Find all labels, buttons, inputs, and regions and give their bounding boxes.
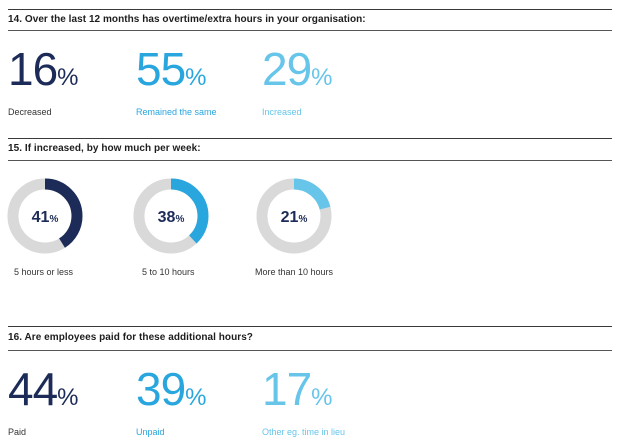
donut-charts: 41% 38% 21% xyxy=(7,178,332,254)
stat-unit: % xyxy=(311,384,332,411)
stat-value: 44 xyxy=(8,363,58,415)
stat-decreased: 16% Decreased xyxy=(8,43,79,117)
donut-value-label: 21% xyxy=(281,209,308,226)
section-14-title: 14. Over the last 12 months has overtime… xyxy=(8,14,366,25)
stat-label: Remained the same xyxy=(136,107,217,117)
stat-unit: % xyxy=(57,384,78,411)
stat-value: 17 xyxy=(262,363,312,415)
stat-unit: % xyxy=(57,64,78,91)
stat-value: 16 xyxy=(8,43,58,95)
donut-segment xyxy=(7,178,83,254)
stat-unit: % xyxy=(185,384,206,411)
stat-value: 39 xyxy=(136,363,186,415)
section-15-title: 15. If increased, by how much per week: xyxy=(8,143,201,154)
donut-caption: 5 to 10 hours xyxy=(142,267,195,277)
section-16-title-rule xyxy=(8,350,612,351)
stat-label: Other eg. time in lieu xyxy=(262,427,346,437)
stat-paid: 44% Paid xyxy=(8,363,79,437)
section-14-top-rule xyxy=(8,9,612,10)
donut-segment xyxy=(133,178,209,254)
donut-caption: 5 hours or less xyxy=(14,267,74,277)
stat-value: 29 xyxy=(262,43,312,95)
stat-label: Increased xyxy=(262,107,302,117)
stat-remained-same: 55% Remained the same xyxy=(136,46,217,117)
donut-caption: More than 10 hours xyxy=(255,267,334,277)
donut-segment xyxy=(256,178,332,254)
stat-unit: % xyxy=(311,64,332,91)
stat-label: Unpaid xyxy=(136,427,165,437)
donut-value-label: 41% xyxy=(32,209,59,226)
stat-label: Decreased xyxy=(8,107,52,117)
stat-unit: % xyxy=(185,64,206,91)
section-15-title-rule xyxy=(8,160,612,161)
section-14-title-rule xyxy=(8,30,612,31)
stat-value: 55 xyxy=(136,43,186,95)
donut-value-label: 38% xyxy=(158,209,185,226)
stat-other: 17% Other eg. time in lieu xyxy=(262,366,345,437)
stat-label: Paid xyxy=(8,427,27,437)
section-16-title: 16. Are employees paid for these additio… xyxy=(8,332,253,343)
stat-increased: 29% Increased xyxy=(262,43,333,117)
stat-unpaid: 39% Unpaid xyxy=(136,363,207,437)
section-16-top-rule xyxy=(8,326,612,327)
section-15-top-rule xyxy=(8,138,612,139)
